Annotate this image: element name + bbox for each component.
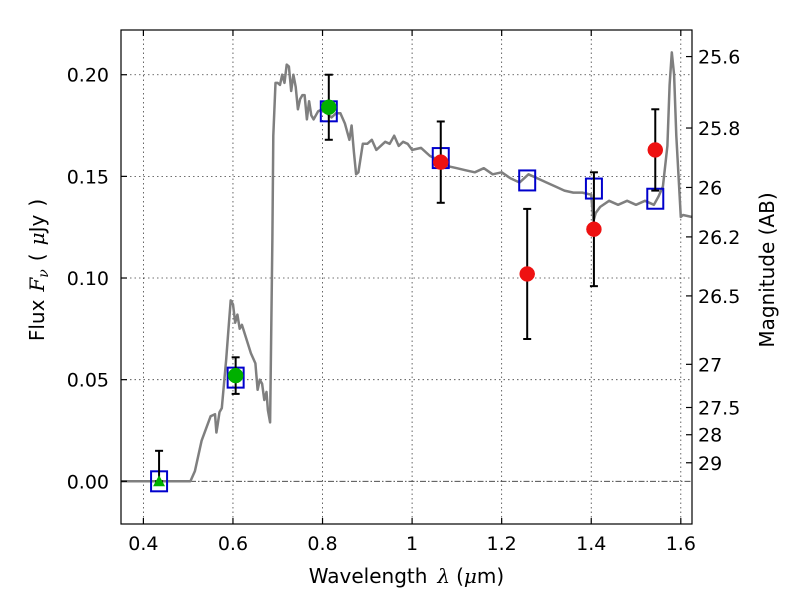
- x-tick-label: 1.2: [487, 533, 517, 555]
- model-spectrum-line: [121, 51, 693, 483]
- magnitude-tick-label: 26: [698, 177, 722, 199]
- y-tick-label: 0.20: [67, 65, 109, 87]
- observed-flux-point: [321, 99, 337, 116]
- observed-flux-point: [519, 266, 535, 282]
- y-tick-label: 0.00: [67, 471, 109, 493]
- x-axis-symbol: λ: [436, 564, 450, 588]
- grid-layer: [121, 30, 692, 524]
- magnitude-tick-label: 27: [698, 354, 722, 376]
- y-axis-unit: Jy: [25, 214, 49, 234]
- magnitude-tick-label: 25.8: [698, 118, 740, 140]
- model-flux-square: [518, 169, 537, 192]
- x-tick-label: 0.4: [128, 533, 158, 555]
- x-tick-label: 0.8: [307, 533, 337, 555]
- y-tick-label: 0.05: [67, 370, 109, 392]
- plot-frame: [120, 29, 693, 525]
- tick-layer: 0.4 0.6 0.8 1 1.2 1.4 1.6 0.00 0.05 0.10 0.15 0.20 2…: [67, 30, 740, 555]
- observed-flux-point: [647, 142, 664, 158]
- x-tick-label: 1.4: [576, 533, 606, 555]
- y-axis-symbol-sub: ν: [36, 269, 52, 278]
- y-axis-paren-close: ): [25, 199, 49, 207]
- magnitude-tick-label: 27.5: [698, 397, 740, 419]
- y-axis-symbol: F: [25, 277, 49, 293]
- y-axis-label-word: Flux: [25, 299, 49, 341]
- y-tick-label: 0.10: [67, 268, 109, 290]
- y-axis-mu: μ: [25, 232, 49, 245]
- magnitude-tick-label: 28: [698, 425, 722, 447]
- y-axis-label: Flux Fν ( μJy): [25, 199, 52, 341]
- marker-layer: [150, 73, 665, 493]
- x-axis-unit: m): [477, 564, 504, 588]
- x-axis-label: Wavelength λ (μm): [309, 564, 504, 588]
- y-axis-paren-open: (: [25, 253, 49, 261]
- x-axis-mu: μ: [464, 564, 477, 588]
- x-tick-label: 0.6: [218, 533, 248, 555]
- magnitude-tick-label: 25.6: [698, 47, 740, 69]
- magnitude-tick-label: 26.2: [698, 227, 740, 249]
- magnitude-tick-label: 26.5: [698, 286, 740, 308]
- x-axis-paren-open: (: [456, 564, 464, 588]
- secondary-y-axis-label: Magnitude (AB): [755, 192, 779, 347]
- observed-flux-point: [433, 154, 449, 170]
- observed-flux-point: [586, 221, 602, 237]
- upper-limit-triangle: [153, 475, 166, 487]
- y-tick-label: 0.15: [67, 166, 109, 188]
- x-tick-label: 1.6: [666, 533, 696, 555]
- magnitude-tick-label: 29: [698, 453, 722, 475]
- observed-flux-point: [227, 367, 244, 384]
- x-tick-label: 1: [406, 533, 418, 555]
- x-axis-label-word: Wavelength: [309, 564, 428, 588]
